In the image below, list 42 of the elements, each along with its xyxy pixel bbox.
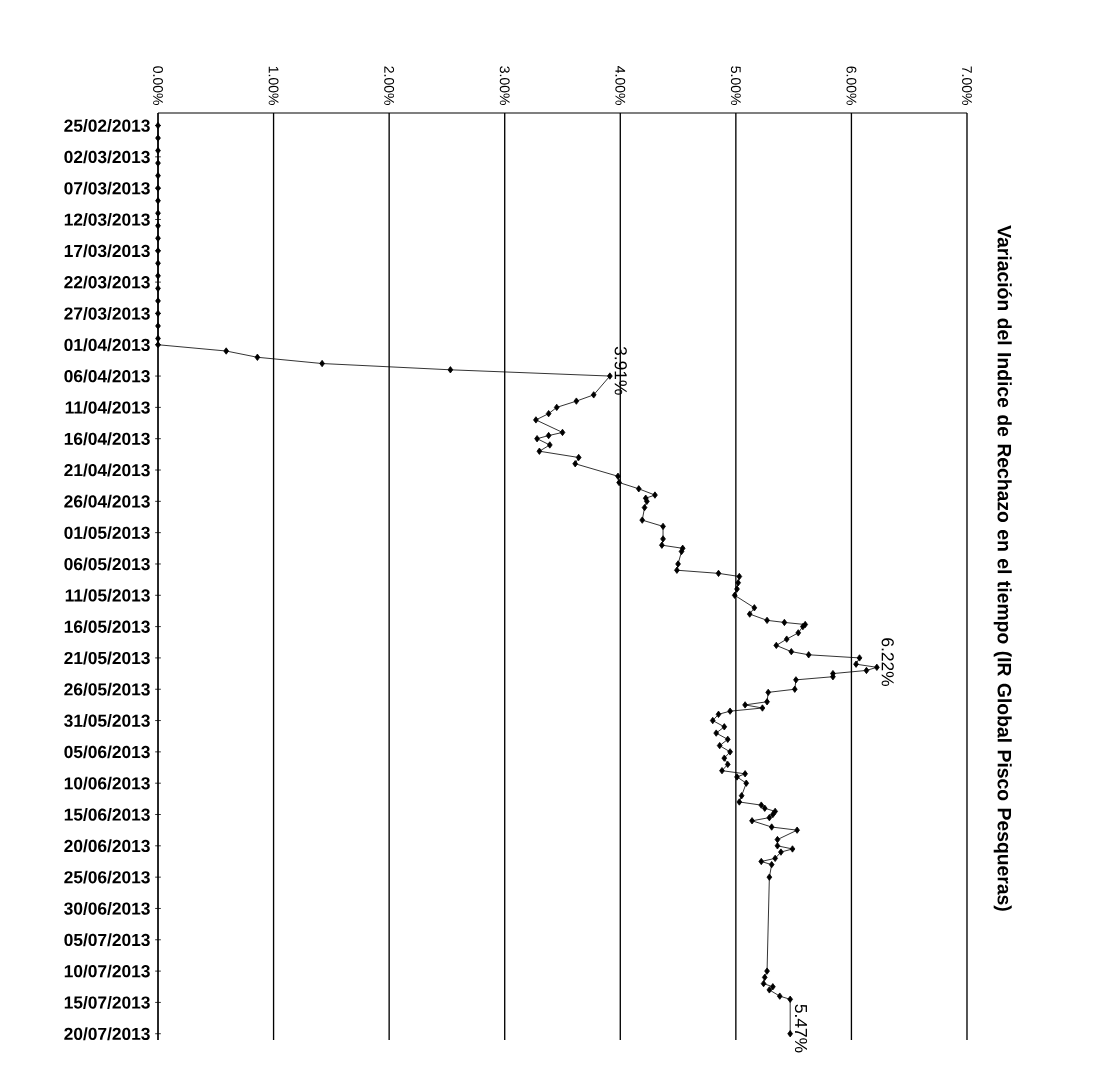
y-tick-label: 06/04/2013	[64, 369, 150, 383]
y-tick-label: 02/03/2013	[64, 150, 150, 164]
y-tick-label: 10/07/2013	[64, 964, 150, 978]
y-tick-label: 27/03/2013	[64, 306, 150, 320]
y-tick-label: 15/06/2013	[64, 808, 150, 821]
y-tick-label: 20/06/2013	[64, 839, 150, 853]
annotation: 5.47%	[794, 1004, 808, 1053]
y-tick-label: 16/05/2013	[64, 620, 150, 634]
x-tick-label: 6.00%	[846, 66, 857, 105]
y-tick-label: 17/03/2013	[64, 244, 150, 258]
y-tick-label: 01/04/2013	[64, 338, 150, 352]
annotation: 3.91%	[614, 346, 627, 395]
x-tick-label: 4.00%	[615, 66, 626, 105]
y-tick-label: 15/07/2013	[64, 995, 150, 1009]
y-tick-label: 22/03/2013	[64, 275, 150, 289]
y-tick-label: 16/04/2013	[64, 432, 150, 446]
x-tick-label: 3.00%	[499, 66, 510, 105]
y-tick-label: 26/04/2013	[64, 494, 150, 508]
text: Variación del Indice de Rechazo en el tiempo (IR Global Pisco Pesqueras)	[993, 225, 1012, 911]
y-tick-label: 31/05/2013	[64, 714, 150, 728]
y-tick-label: 05/06/2013	[64, 745, 150, 759]
y-tick-label: 07/03/2013	[64, 181, 150, 195]
y-tick-label: 25/06/2013	[64, 870, 150, 884]
x-tick-label: 0.00%	[153, 66, 163, 105]
y-tick-label: 05/07/2013	[64, 933, 150, 947]
y-tick-label: 30/06/2013	[64, 902, 150, 915]
y-tick-label: 06/05/2013	[64, 557, 150, 571]
x-tick-label: 2.00%	[384, 66, 395, 105]
x-tick-label: 5.00%	[730, 66, 741, 105]
y-tick-label: 26/05/2013	[64, 682, 150, 696]
y-tick-label: 20/07/2013	[64, 1027, 150, 1041]
y-tick-label: 21/04/2013	[64, 463, 150, 477]
x-tick-label: 7.00%	[962, 66, 972, 105]
x-tick-label: 1.00%	[268, 66, 279, 105]
y-tick-label: 10/06/2013	[64, 776, 150, 790]
y-tick-label: 11/04/2013	[65, 400, 150, 414]
y-tick-label: 11/05/2013	[65, 588, 150, 602]
y-tick-label: 01/05/2013	[64, 526, 150, 540]
y-tick-label: 12/03/2013	[64, 213, 150, 226]
annotation: 6.22%	[881, 638, 894, 686]
y-tick-label: 25/02/2013	[64, 119, 150, 132]
y-tick-label: 21/05/2013	[64, 651, 150, 665]
